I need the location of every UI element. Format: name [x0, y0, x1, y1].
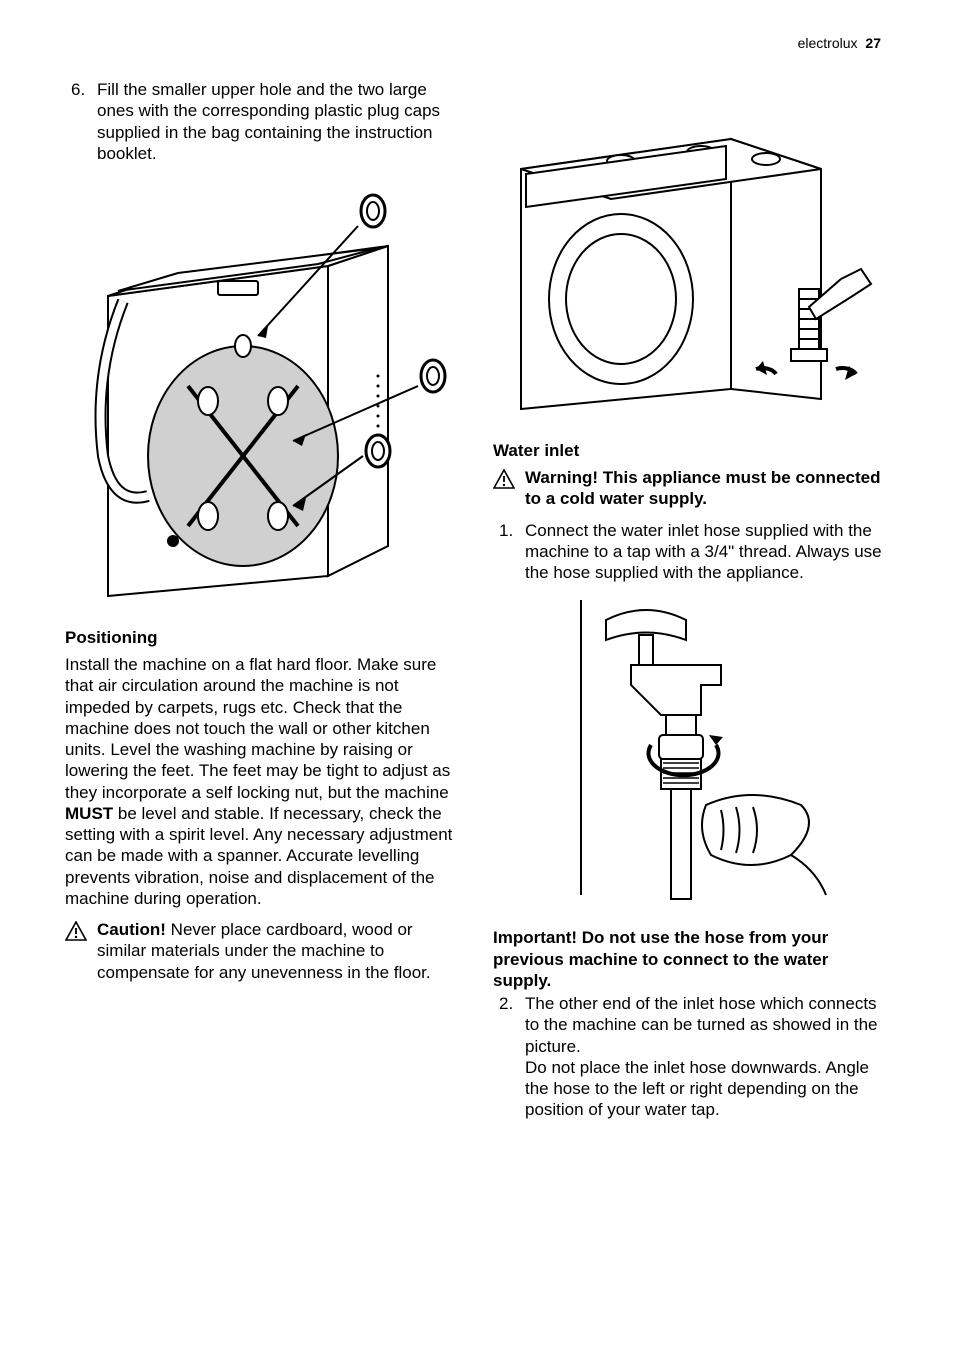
caution-block: Caution! Never place cardboard, wood or … — [65, 919, 461, 983]
positioning-body-before: Install the machine on a flat hard floor… — [65, 655, 450, 802]
water-step-1-text: Connect the water inlet hose supplied wi… — [525, 520, 889, 584]
positioning-must: MUST — [65, 804, 113, 823]
cold-water-warning: Warning! This appliance must be connecte… — [493, 467, 889, 510]
warning-icon — [493, 469, 515, 494]
step-6-text: Fill the smaller upper hole and the two … — [97, 79, 461, 164]
water-step-2: 2. The other end of the inlet hose which… — [493, 993, 889, 1121]
water-step-2-text-b: Do not place the inlet hose downwards. A… — [525, 1058, 869, 1120]
water-step-2-text: The other end of the inlet hose which co… — [525, 993, 889, 1121]
water-step-2-text-a: The other end of the inlet hose which co… — [525, 994, 878, 1056]
figure-back-of-machine — [65, 176, 461, 606]
caution-lead: Caution! — [97, 920, 166, 939]
step-6: 6. Fill the smaller upper hole and the t… — [65, 79, 461, 164]
figure-levelling-foot — [493, 119, 889, 419]
positioning-heading: Positioning — [65, 628, 461, 648]
caution-text: Caution! Never place cardboard, wood or … — [97, 919, 461, 983]
warning-icon — [65, 921, 87, 946]
positioning-body: Install the machine on a flat hard floor… — [65, 654, 461, 909]
water-step-1: 1. Connect the water inlet hose supplied… — [493, 520, 889, 584]
content-columns: 6. Fill the smaller upper hole and the t… — [65, 79, 889, 1133]
page-number: 27 — [865, 35, 881, 51]
left-column: 6. Fill the smaller upper hole and the t… — [65, 79, 461, 1133]
cold-water-warning-text: Warning! This appliance must be connecte… — [525, 467, 889, 510]
water-step-2-number: 2. — [493, 993, 525, 1121]
step-6-number: 6. — [65, 79, 97, 164]
water-inlet-heading: Water inlet — [493, 441, 889, 461]
water-step-1-number: 1. — [493, 520, 525, 584]
important-no-old-hose: Important! Do not use the hose from your… — [493, 927, 889, 991]
right-column: Water inlet Warning! This appliance must… — [493, 79, 889, 1133]
brand-label: electrolux — [798, 35, 858, 51]
positioning-body-after: be level and stable. If necessary, check… — [65, 804, 452, 908]
page-header: electrolux 27 — [65, 35, 889, 51]
figure-tap-hose — [493, 595, 889, 905]
